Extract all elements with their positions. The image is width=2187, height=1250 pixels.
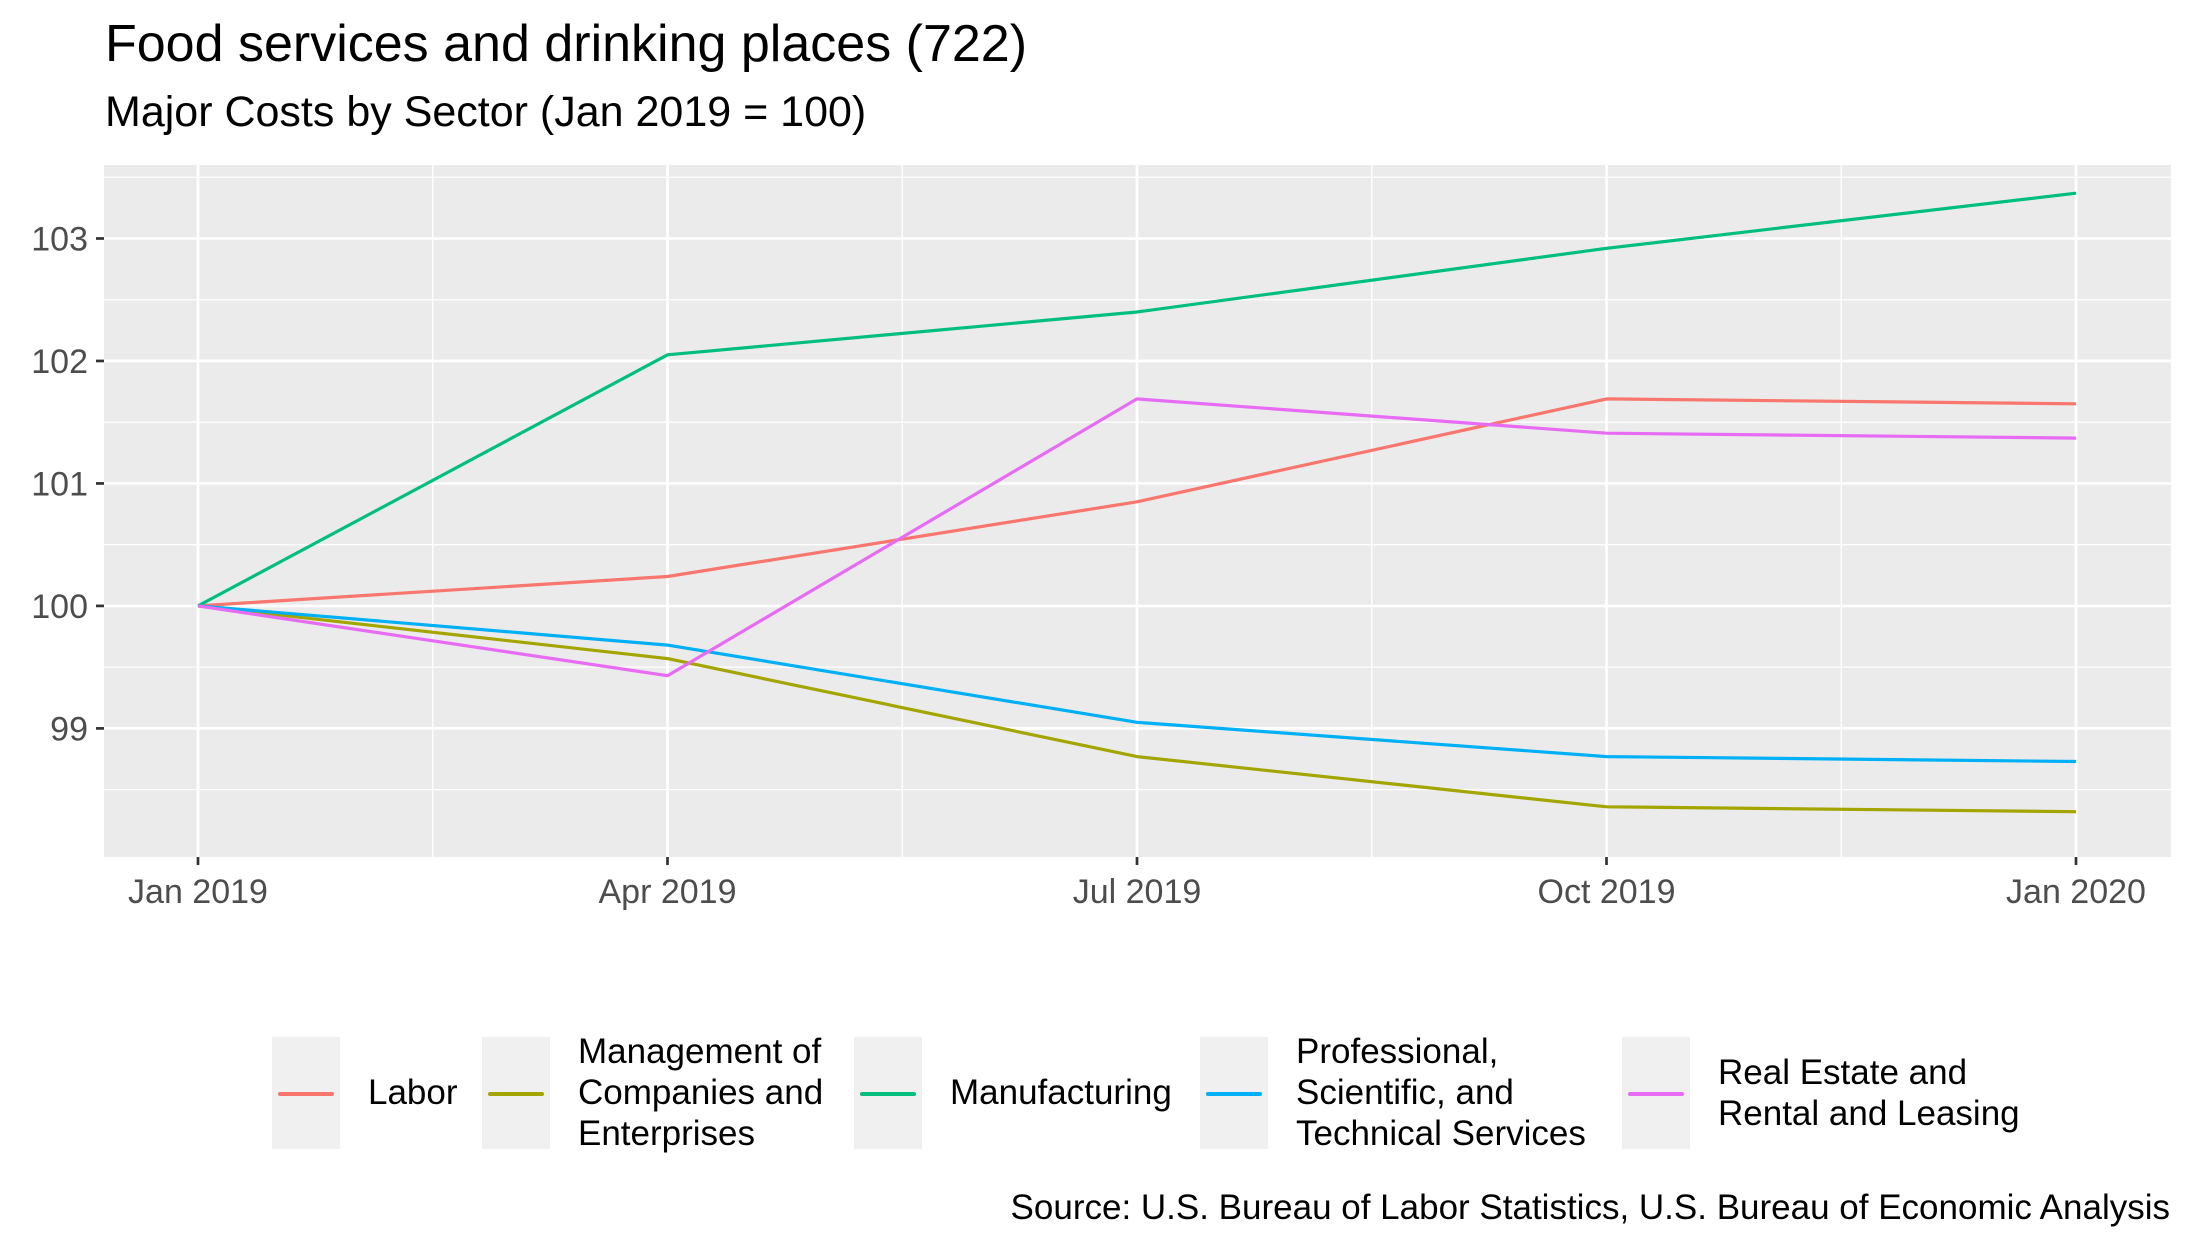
series-line-labor bbox=[197, 397, 2077, 608]
series-line-professional bbox=[197, 604, 2077, 764]
legend-swatch bbox=[1206, 1091, 1262, 1096]
legend-label: Professional, Scientific, and Technical … bbox=[1296, 1032, 1586, 1153]
chart-title: Food services and drinking places (722) bbox=[105, 15, 1028, 73]
y-tick-label: 100 bbox=[31, 588, 88, 626]
y-tick-label: 101 bbox=[31, 465, 88, 503]
chart-subtitle: Major Costs by Sector (Jan 2019 = 100) bbox=[105, 88, 867, 136]
legend-item: Labor bbox=[272, 1030, 458, 1155]
legend-label: Manufacturing bbox=[950, 1073, 1172, 1112]
legend-key bbox=[1200, 1036, 1268, 1149]
legend-label: Management of Companies and Enterprises bbox=[578, 1032, 824, 1153]
y-tick-label: 102 bbox=[31, 343, 88, 381]
legend-item: Management of Companies and Enterprises bbox=[482, 1030, 823, 1155]
legend-swatch bbox=[860, 1091, 916, 1096]
legend-label: Labor bbox=[368, 1073, 458, 1112]
source-caption: Source: U.S. Bureau of Labor Statistics,… bbox=[1010, 1188, 2170, 1227]
legend-key bbox=[1622, 1036, 1690, 1149]
legend-swatch bbox=[1628, 1091, 1684, 1096]
y-tick-label: 103 bbox=[31, 220, 88, 258]
legend-key bbox=[482, 1036, 550, 1149]
series-line-real-estate-and bbox=[197, 397, 2077, 678]
y-tick-label: 99 bbox=[50, 710, 88, 748]
legend-key bbox=[272, 1036, 340, 1149]
x-tick-label: Jul 2019 bbox=[1073, 873, 1202, 911]
x-tick-label: Jan 2020 bbox=[2006, 873, 2146, 911]
legend-label: Real Estate and Rental and Leasing bbox=[1718, 1052, 2020, 1133]
legend-item: Manufacturing bbox=[854, 1030, 1172, 1155]
legend-item: Real Estate and Rental and Leasing bbox=[1622, 1030, 2020, 1155]
legend: Labor Management of Companies and Enterpr… bbox=[272, 1030, 2032, 1155]
series-line-manufacturing bbox=[197, 191, 2077, 608]
legend-item: Professional, Scientific, and Technical … bbox=[1200, 1030, 1586, 1155]
series-line-management-of bbox=[197, 604, 2077, 814]
legend-key bbox=[854, 1036, 922, 1149]
legend-swatch bbox=[488, 1091, 544, 1096]
x-tick-label: Apr 2019 bbox=[599, 873, 737, 911]
x-tick-label: Oct 2019 bbox=[1538, 873, 1676, 911]
x-tick-label: Jan 2019 bbox=[128, 873, 268, 911]
legend-swatch bbox=[278, 1091, 334, 1096]
line-chart: 99 100 101 102 103 Jan 2019 Apr 2019 Jul 2019 Oc… bbox=[31, 165, 2171, 911]
